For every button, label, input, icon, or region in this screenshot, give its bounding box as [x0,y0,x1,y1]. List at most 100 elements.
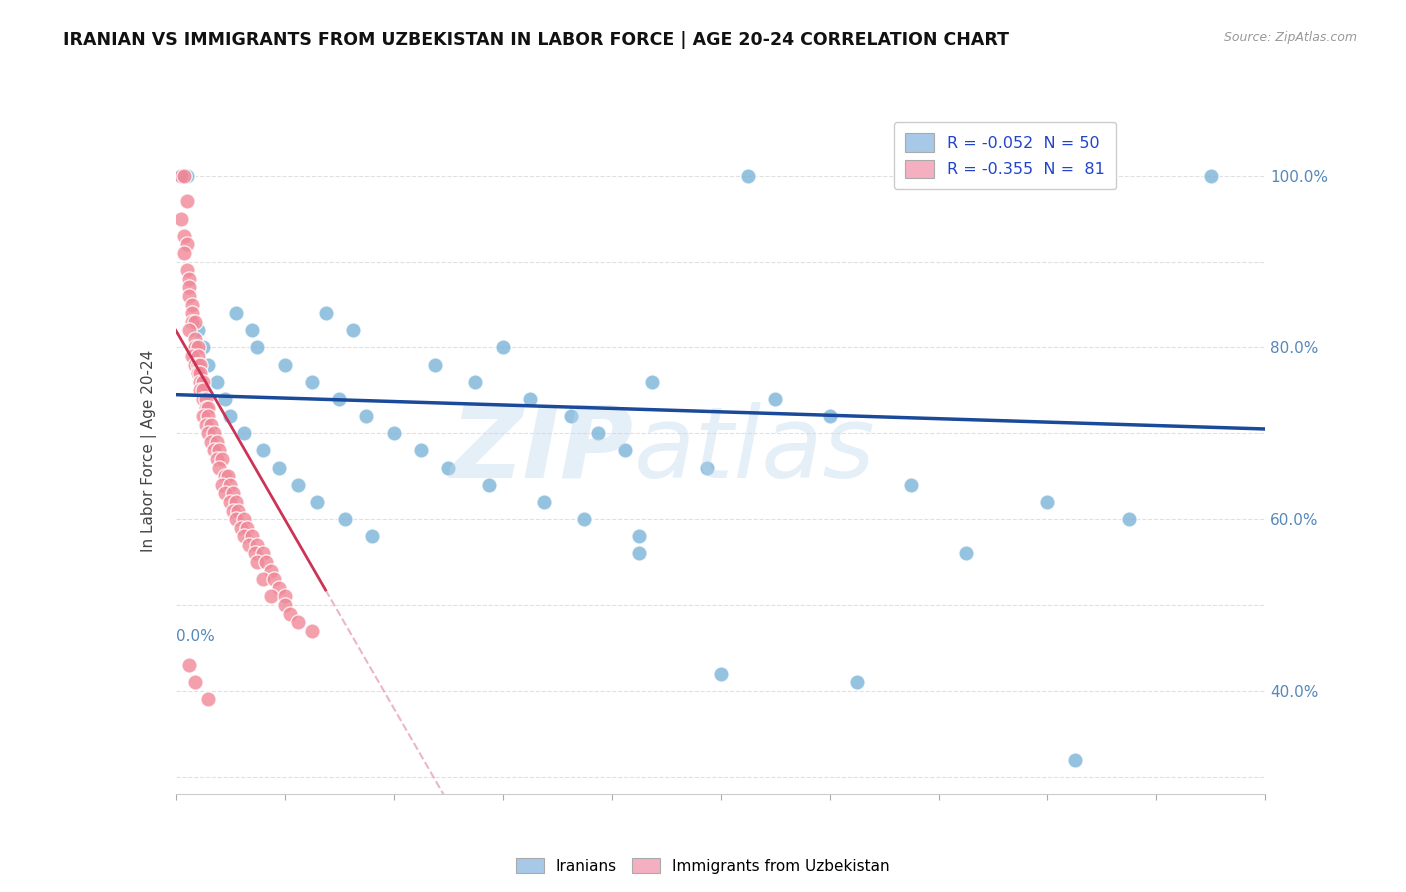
Point [208,460,231,475]
Point [278,607,301,621]
Point [232,512,254,526]
Point [240,323,263,337]
Point [176,237,198,252]
Point [1199,169,1222,183]
Point [238,538,260,552]
Point [222,503,245,517]
Point [197,692,219,706]
Point [560,409,582,424]
Point [194,392,217,406]
Point [519,392,541,406]
Point [696,460,718,475]
Point [188,384,211,398]
Point [627,546,650,561]
Point [179,271,201,285]
Point [184,332,207,346]
Legend: R = -0.052  N = 50, R = -0.355  N =  81: R = -0.052 N = 50, R = -0.355 N = 81 [894,122,1116,189]
Point [181,349,204,363]
Point [225,512,247,526]
Point [202,426,225,441]
Point [202,443,225,458]
Point [437,460,460,475]
Text: ZIP: ZIP [450,402,633,499]
Point [205,375,228,389]
Point [228,503,250,517]
Point [186,323,209,337]
Point [586,426,609,441]
Point [269,460,291,475]
Text: 0.0%: 0.0% [176,629,215,644]
Point [423,358,446,372]
Point [763,392,786,406]
Point [274,590,297,604]
Point [191,384,214,398]
Point [301,375,323,389]
Point [574,512,596,526]
Text: Source: ZipAtlas.com: Source: ZipAtlas.com [1223,31,1357,45]
Point [186,366,209,380]
Point [1118,512,1140,526]
Point [492,340,515,354]
Point [200,417,222,432]
Text: IRANIAN VS IMMIGRANTS FROM UZBEKISTAN IN LABOR FORCE | AGE 20-24 CORRELATION CHA: IRANIAN VS IMMIGRANTS FROM UZBEKISTAN IN… [63,31,1010,49]
Point [307,495,329,509]
Point [214,486,236,500]
Point [356,409,378,424]
Point [179,280,201,294]
Text: atlas: atlas [633,402,875,499]
Point [627,529,650,543]
Point [382,426,405,441]
Point [464,375,486,389]
Point [287,478,309,492]
Point [191,340,214,354]
Point [184,340,207,354]
Point [222,486,245,500]
Point [197,358,219,372]
Point [533,495,555,509]
Point [263,572,285,586]
Point [219,478,242,492]
Point [191,375,214,389]
Point [225,306,247,320]
Point [219,409,242,424]
Point [176,194,198,209]
Point [260,590,283,604]
Point [246,555,269,569]
Point [737,169,759,183]
Point [252,443,274,458]
Point [186,340,209,354]
Point [188,358,211,372]
Point [1036,495,1059,509]
Point [200,434,222,449]
Point [409,443,432,458]
Point [315,306,337,320]
Legend: Iranians, Immigrants from Uzbekistan: Iranians, Immigrants from Uzbekistan [510,852,896,880]
Point [900,478,922,492]
Point [173,246,195,260]
Point [360,529,382,543]
Point [173,228,195,243]
Point [181,315,204,329]
Point [179,658,201,673]
Point [269,581,291,595]
Point [176,169,198,183]
Point [188,375,211,389]
Point [205,452,228,467]
Point [194,401,217,415]
Point [274,358,297,372]
Point [252,572,274,586]
Point [246,340,269,354]
Point [235,521,257,535]
Point [208,443,231,458]
Point [614,443,637,458]
Point [186,358,209,372]
Point [301,624,323,638]
Point [188,366,211,380]
Point [197,409,219,424]
Point [328,392,350,406]
Point [194,417,217,432]
Point [211,478,233,492]
Point [710,666,733,681]
Point [191,409,214,424]
Point [197,426,219,441]
